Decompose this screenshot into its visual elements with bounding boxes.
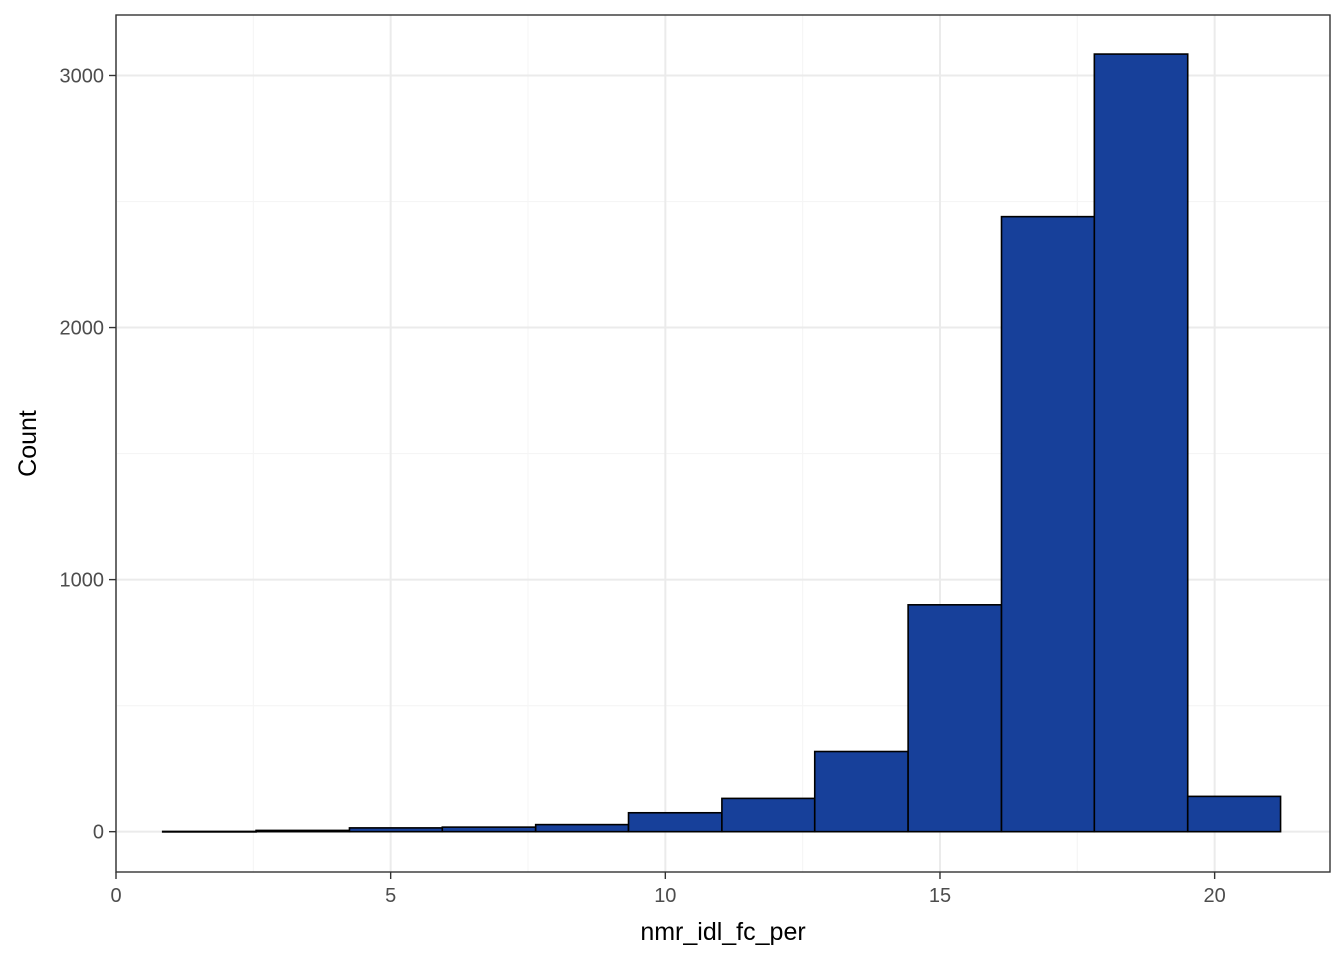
histogram-bar	[721, 797, 816, 833]
x-tick-label: 0	[110, 885, 121, 907]
histogram-bar	[534, 823, 630, 833]
histogram-bar	[813, 750, 909, 833]
x-tick-label: 15	[929, 885, 951, 907]
y-tick-label: 3000	[60, 65, 105, 87]
y-tick-label: 1000	[60, 570, 105, 592]
panel-border	[115, 14, 1331, 873]
histogram-bar	[441, 826, 537, 833]
histogram-bar	[907, 604, 1003, 833]
x-axis-title: nmr_idl_fc_per	[640, 918, 805, 946]
histogram-bar	[255, 829, 351, 833]
y-axis-title: Count	[14, 410, 42, 477]
histogram-bar	[161, 830, 257, 833]
y-tick-label: 2000	[60, 318, 105, 340]
x-tick-label: 20	[1204, 885, 1226, 907]
histogram-bar	[1000, 215, 1096, 833]
histogram-bar	[627, 811, 723, 833]
histogram-bar	[1093, 53, 1189, 833]
histogram-bar	[1186, 795, 1282, 833]
y-tick-label: 0	[93, 822, 104, 844]
x-tick-label: 5	[385, 885, 396, 907]
x-tick-label: 10	[654, 885, 676, 907]
x-axis-ticks: 0 5 10 15 20	[110, 872, 1226, 907]
y-axis-ticks: 0 1000 2000 3000	[60, 65, 116, 844]
histogram-bars	[161, 53, 1282, 833]
histogram-bar	[348, 827, 444, 833]
